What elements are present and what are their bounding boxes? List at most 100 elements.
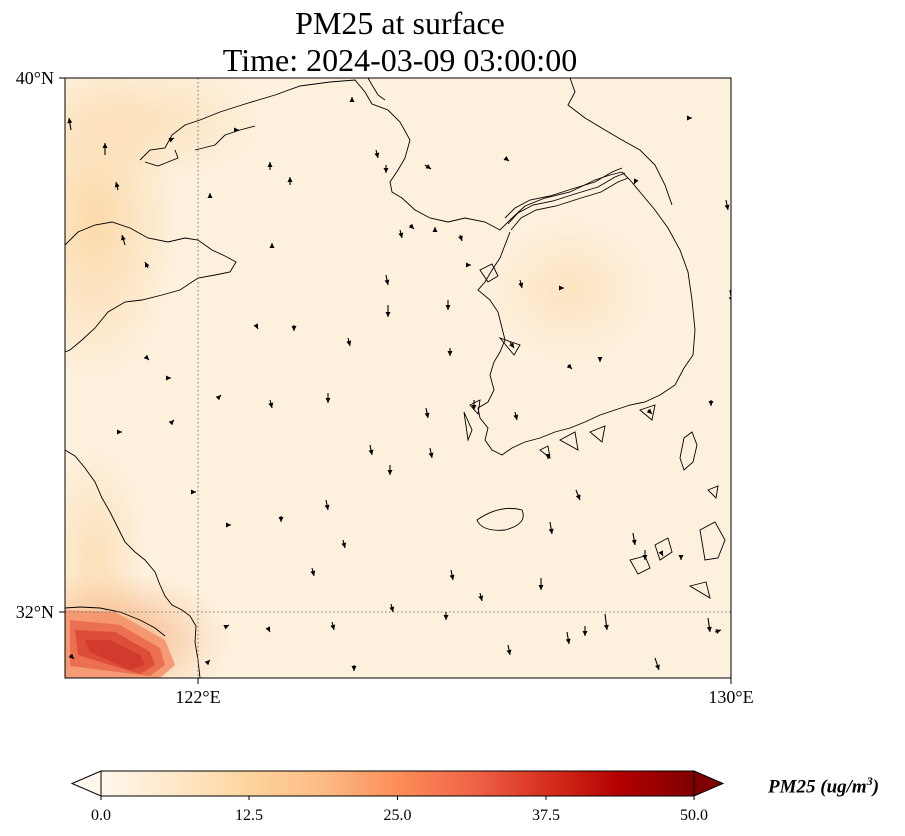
colorbar-tick: 25.0 xyxy=(384,807,412,824)
wind-arrow-head xyxy=(287,177,293,182)
map-frame xyxy=(64,77,732,679)
colorbar-tick: 37.5 xyxy=(532,807,560,824)
wind-arrow-head xyxy=(330,624,336,630)
wind-arrow-head xyxy=(102,143,108,148)
wind-arrow-head xyxy=(478,595,484,601)
lat-label-40: 40°N xyxy=(16,68,54,88)
wind-arrow-head xyxy=(114,182,120,188)
wind-arrow-head xyxy=(428,452,434,458)
wind-arrow-head xyxy=(447,351,453,356)
wind-arrow-head xyxy=(368,449,374,455)
wind-arrow-head xyxy=(408,223,414,229)
wind-arrow-head xyxy=(724,204,730,210)
wind-arrow-head xyxy=(548,528,554,534)
wind-arrow-head xyxy=(513,414,519,420)
wind-arrow-head xyxy=(346,340,352,346)
wind-arrow-head xyxy=(253,323,258,329)
lon-label-122: 122°E xyxy=(175,687,220,707)
wind-arrow-head xyxy=(387,470,393,475)
wind-arrow-head xyxy=(655,664,660,670)
wind-arrow-head xyxy=(538,585,544,590)
wind-arrow-head xyxy=(458,235,463,241)
wind-arrow-head xyxy=(509,342,514,348)
wind-arrow-head xyxy=(706,626,712,632)
wind-arrow-head xyxy=(265,626,270,632)
wind-arrow-head xyxy=(310,570,316,576)
wind-arrow-head xyxy=(117,429,122,435)
colorbar: 0.0 12.5 25.0 37.5 50.0 xyxy=(70,770,725,824)
colorbar-tick: 12.5 xyxy=(235,807,263,824)
wind-arrow-head xyxy=(658,550,663,556)
wind-arrow-head xyxy=(687,115,692,121)
wind-arrow-head xyxy=(728,297,731,301)
lat-label-32: 32°N xyxy=(16,602,54,622)
wind-arrow-head xyxy=(324,504,330,510)
colorbar-label: PM25 (ug/m3) xyxy=(768,774,880,798)
wind-arrow-head xyxy=(168,138,174,143)
wind-arrow-head xyxy=(145,262,150,268)
wind-arrow-head xyxy=(565,638,571,644)
wind-arrow-head xyxy=(425,164,431,169)
colorbar-tick: 50.0 xyxy=(680,807,708,824)
wind-arrow-head xyxy=(575,494,581,500)
wind-arrow-head xyxy=(646,408,652,414)
wind-arrow-head xyxy=(634,178,639,184)
wind-arrow-head xyxy=(349,97,355,102)
axis-ticks xyxy=(59,77,732,684)
coastlines xyxy=(65,78,726,678)
wind-arrow-head xyxy=(207,193,213,198)
wind-vectors xyxy=(67,97,731,671)
wind-arrow-head xyxy=(566,363,572,369)
wind-arrow-head xyxy=(351,666,357,671)
wind-arrow-head xyxy=(545,454,551,459)
pm25-field xyxy=(65,78,731,678)
wind-arrow-head xyxy=(168,420,174,426)
wind-arrow-head xyxy=(341,542,347,548)
wind-arrow-head xyxy=(603,624,609,630)
wind-arrow-head xyxy=(234,127,239,133)
wind-arrow-head xyxy=(559,285,564,291)
wind-arrow-head xyxy=(708,401,714,406)
wind-arrow-head xyxy=(597,357,603,362)
wind-arrow-head xyxy=(389,606,395,612)
wind-arrow-head xyxy=(503,156,509,161)
wind-arrow-head xyxy=(424,412,430,418)
wind-arrow-head xyxy=(582,631,588,636)
map-title: PM25 at surface xyxy=(295,5,505,41)
wind-arrow-head xyxy=(385,312,391,317)
wind-arrow-head xyxy=(383,168,389,173)
wind-arrow-head xyxy=(518,282,524,288)
wind-arrow-head xyxy=(506,649,512,655)
wind-arrow-head xyxy=(68,653,74,659)
wind-arrow-head xyxy=(384,279,390,285)
wind-arrow-head xyxy=(642,555,648,560)
wind-arrow-head xyxy=(715,629,721,634)
wind-arrow-head xyxy=(291,326,297,331)
wind-arrow-head xyxy=(432,227,438,232)
border-lines xyxy=(504,167,629,231)
wind-arrow-head xyxy=(269,243,275,248)
map-time-subtitle: Time: 2024-03-09 03:00:00 xyxy=(222,42,578,78)
wind-arrow-head xyxy=(471,405,477,410)
colorbar-tick: 0.0 xyxy=(91,807,111,824)
wind-arrow-head xyxy=(204,660,210,666)
lon-label-130: 130°E xyxy=(708,687,753,707)
wind-arrow-head xyxy=(121,235,126,241)
wind-arrow-head xyxy=(67,118,73,124)
wind-arrow-head xyxy=(267,162,273,167)
wind-arrow-head xyxy=(223,625,229,630)
high-pm25-patch xyxy=(65,610,175,678)
gridlines xyxy=(65,78,731,678)
wind-arrow-head xyxy=(278,517,284,522)
wind-arrow-head xyxy=(268,402,274,408)
wind-arrow-head xyxy=(398,232,404,238)
wind-arrow-head xyxy=(631,539,637,545)
wind-arrow-head xyxy=(443,615,449,620)
wind-arrow-head xyxy=(449,574,455,580)
wind-arrow-head xyxy=(191,489,196,495)
wind-arrow-head xyxy=(374,152,380,158)
wind-arrow-head xyxy=(325,398,331,403)
wind-arrow-head xyxy=(466,262,471,268)
wind-arrow-head xyxy=(226,522,231,528)
